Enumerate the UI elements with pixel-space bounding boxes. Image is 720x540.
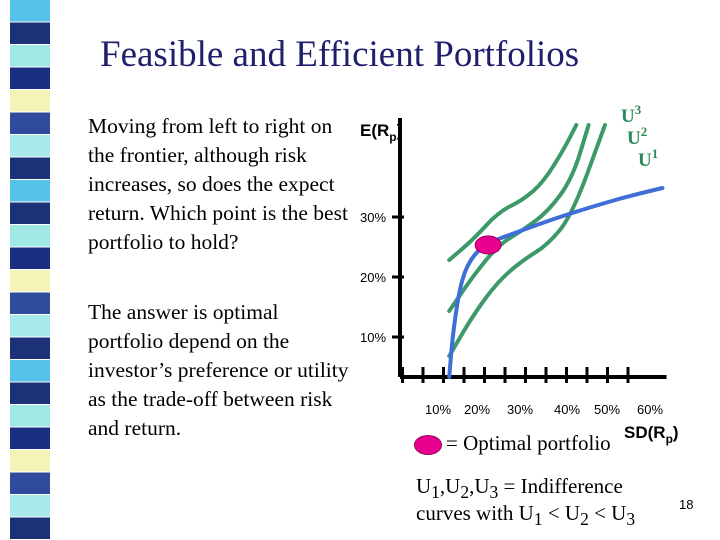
stripe-block xyxy=(10,337,50,359)
y-tick-label: 30% xyxy=(360,210,386,225)
efficient-frontier-chart: E(Rp) SD(Rp) 10% 20% 30% 10% 20% 30% 40% 50% 60%… xyxy=(360,102,679,446)
y-tick-label: 20% xyxy=(360,270,386,285)
x-tick-label: 10% xyxy=(425,402,451,417)
x-tick-label: 50% xyxy=(594,402,620,417)
curve-label-u2: U2 xyxy=(627,124,647,149)
stripe-block xyxy=(10,450,50,472)
curve-label-u1: U1 xyxy=(638,146,658,171)
stripe-block xyxy=(10,427,50,449)
stripe-block xyxy=(10,67,50,89)
x-tick-label: 30% xyxy=(507,402,533,417)
stripe-block xyxy=(10,382,50,404)
stripe-block xyxy=(10,315,50,337)
curve-label-u3: U3 xyxy=(621,102,642,127)
y-axis-label: E(Rp) xyxy=(360,121,402,144)
body-paragraph-question: Moving from left to right on the frontie… xyxy=(88,114,348,254)
stripe-block xyxy=(10,292,50,314)
stripe-block xyxy=(10,495,50,517)
stripe-block xyxy=(10,157,50,179)
indifference-curve-u1 xyxy=(447,123,607,358)
x-tick-label: 40% xyxy=(554,402,580,417)
optimal-portfolio-point xyxy=(474,235,502,255)
y-tick-label: 10% xyxy=(360,330,386,345)
stripe-block xyxy=(10,180,50,202)
legend-optimal-text: = Optimal portfolio xyxy=(446,431,611,455)
body-paragraph-answer: The answer is optimal portfolio depend o… xyxy=(88,300,349,440)
stripe-block xyxy=(10,112,50,134)
stripe-block xyxy=(10,405,50,427)
decorative-stripe xyxy=(10,0,50,539)
efficient-frontier-line xyxy=(447,186,665,379)
stripe-block xyxy=(10,90,50,112)
x-tick-label: 60% xyxy=(637,402,663,417)
stripe-block xyxy=(10,247,50,269)
optimal-legend-marker xyxy=(414,435,442,455)
stripe-block xyxy=(10,135,50,157)
stripe-block xyxy=(10,472,50,494)
stripe-block xyxy=(10,22,50,44)
stripe-block xyxy=(10,202,50,224)
stripe-block xyxy=(10,517,50,539)
slide-title: Feasible and Efficient Portfolios xyxy=(100,34,580,75)
stripe-block xyxy=(10,360,50,382)
x-tick-label: 20% xyxy=(464,402,490,417)
x-axis-label: SD(Rp) xyxy=(624,423,679,446)
stripe-block xyxy=(10,45,50,67)
legend-indifference-line2: curves with U1 < U2 < U3 xyxy=(416,501,636,530)
page-number: 18 xyxy=(679,497,694,512)
stripe-block xyxy=(10,225,50,247)
indifference-curve-u3 xyxy=(447,123,579,262)
indifference-curve-u2 xyxy=(447,123,591,313)
stripe-block xyxy=(10,270,50,292)
legend-indifference-line1: U1,U2,U3 = Indifference xyxy=(416,474,623,503)
stripe-block xyxy=(10,0,50,22)
